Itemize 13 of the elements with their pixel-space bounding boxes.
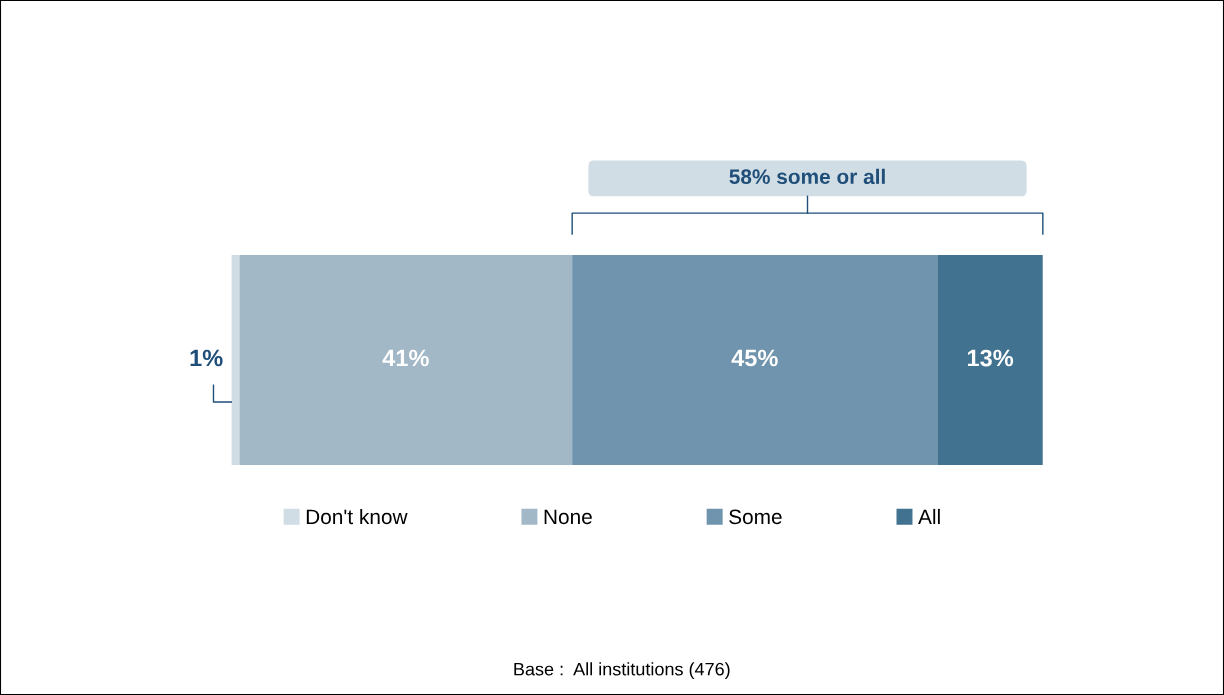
data-label: 41% (382, 349, 429, 367)
legend-label: All (918, 508, 940, 524)
data-label: 13% (967, 349, 1014, 367)
text: 58% some or all (729, 168, 885, 185)
bar (937, 255, 1043, 465)
legend-label: Don't know (306, 508, 408, 525)
text: Base : All institutions (476) (514, 662, 730, 680)
legend-label: None (544, 509, 592, 525)
legend-label: Some (729, 509, 782, 525)
bar (572, 255, 938, 465)
data-label: 45% (731, 349, 778, 367)
bar (239, 255, 573, 465)
data-label: 1% (190, 349, 223, 367)
